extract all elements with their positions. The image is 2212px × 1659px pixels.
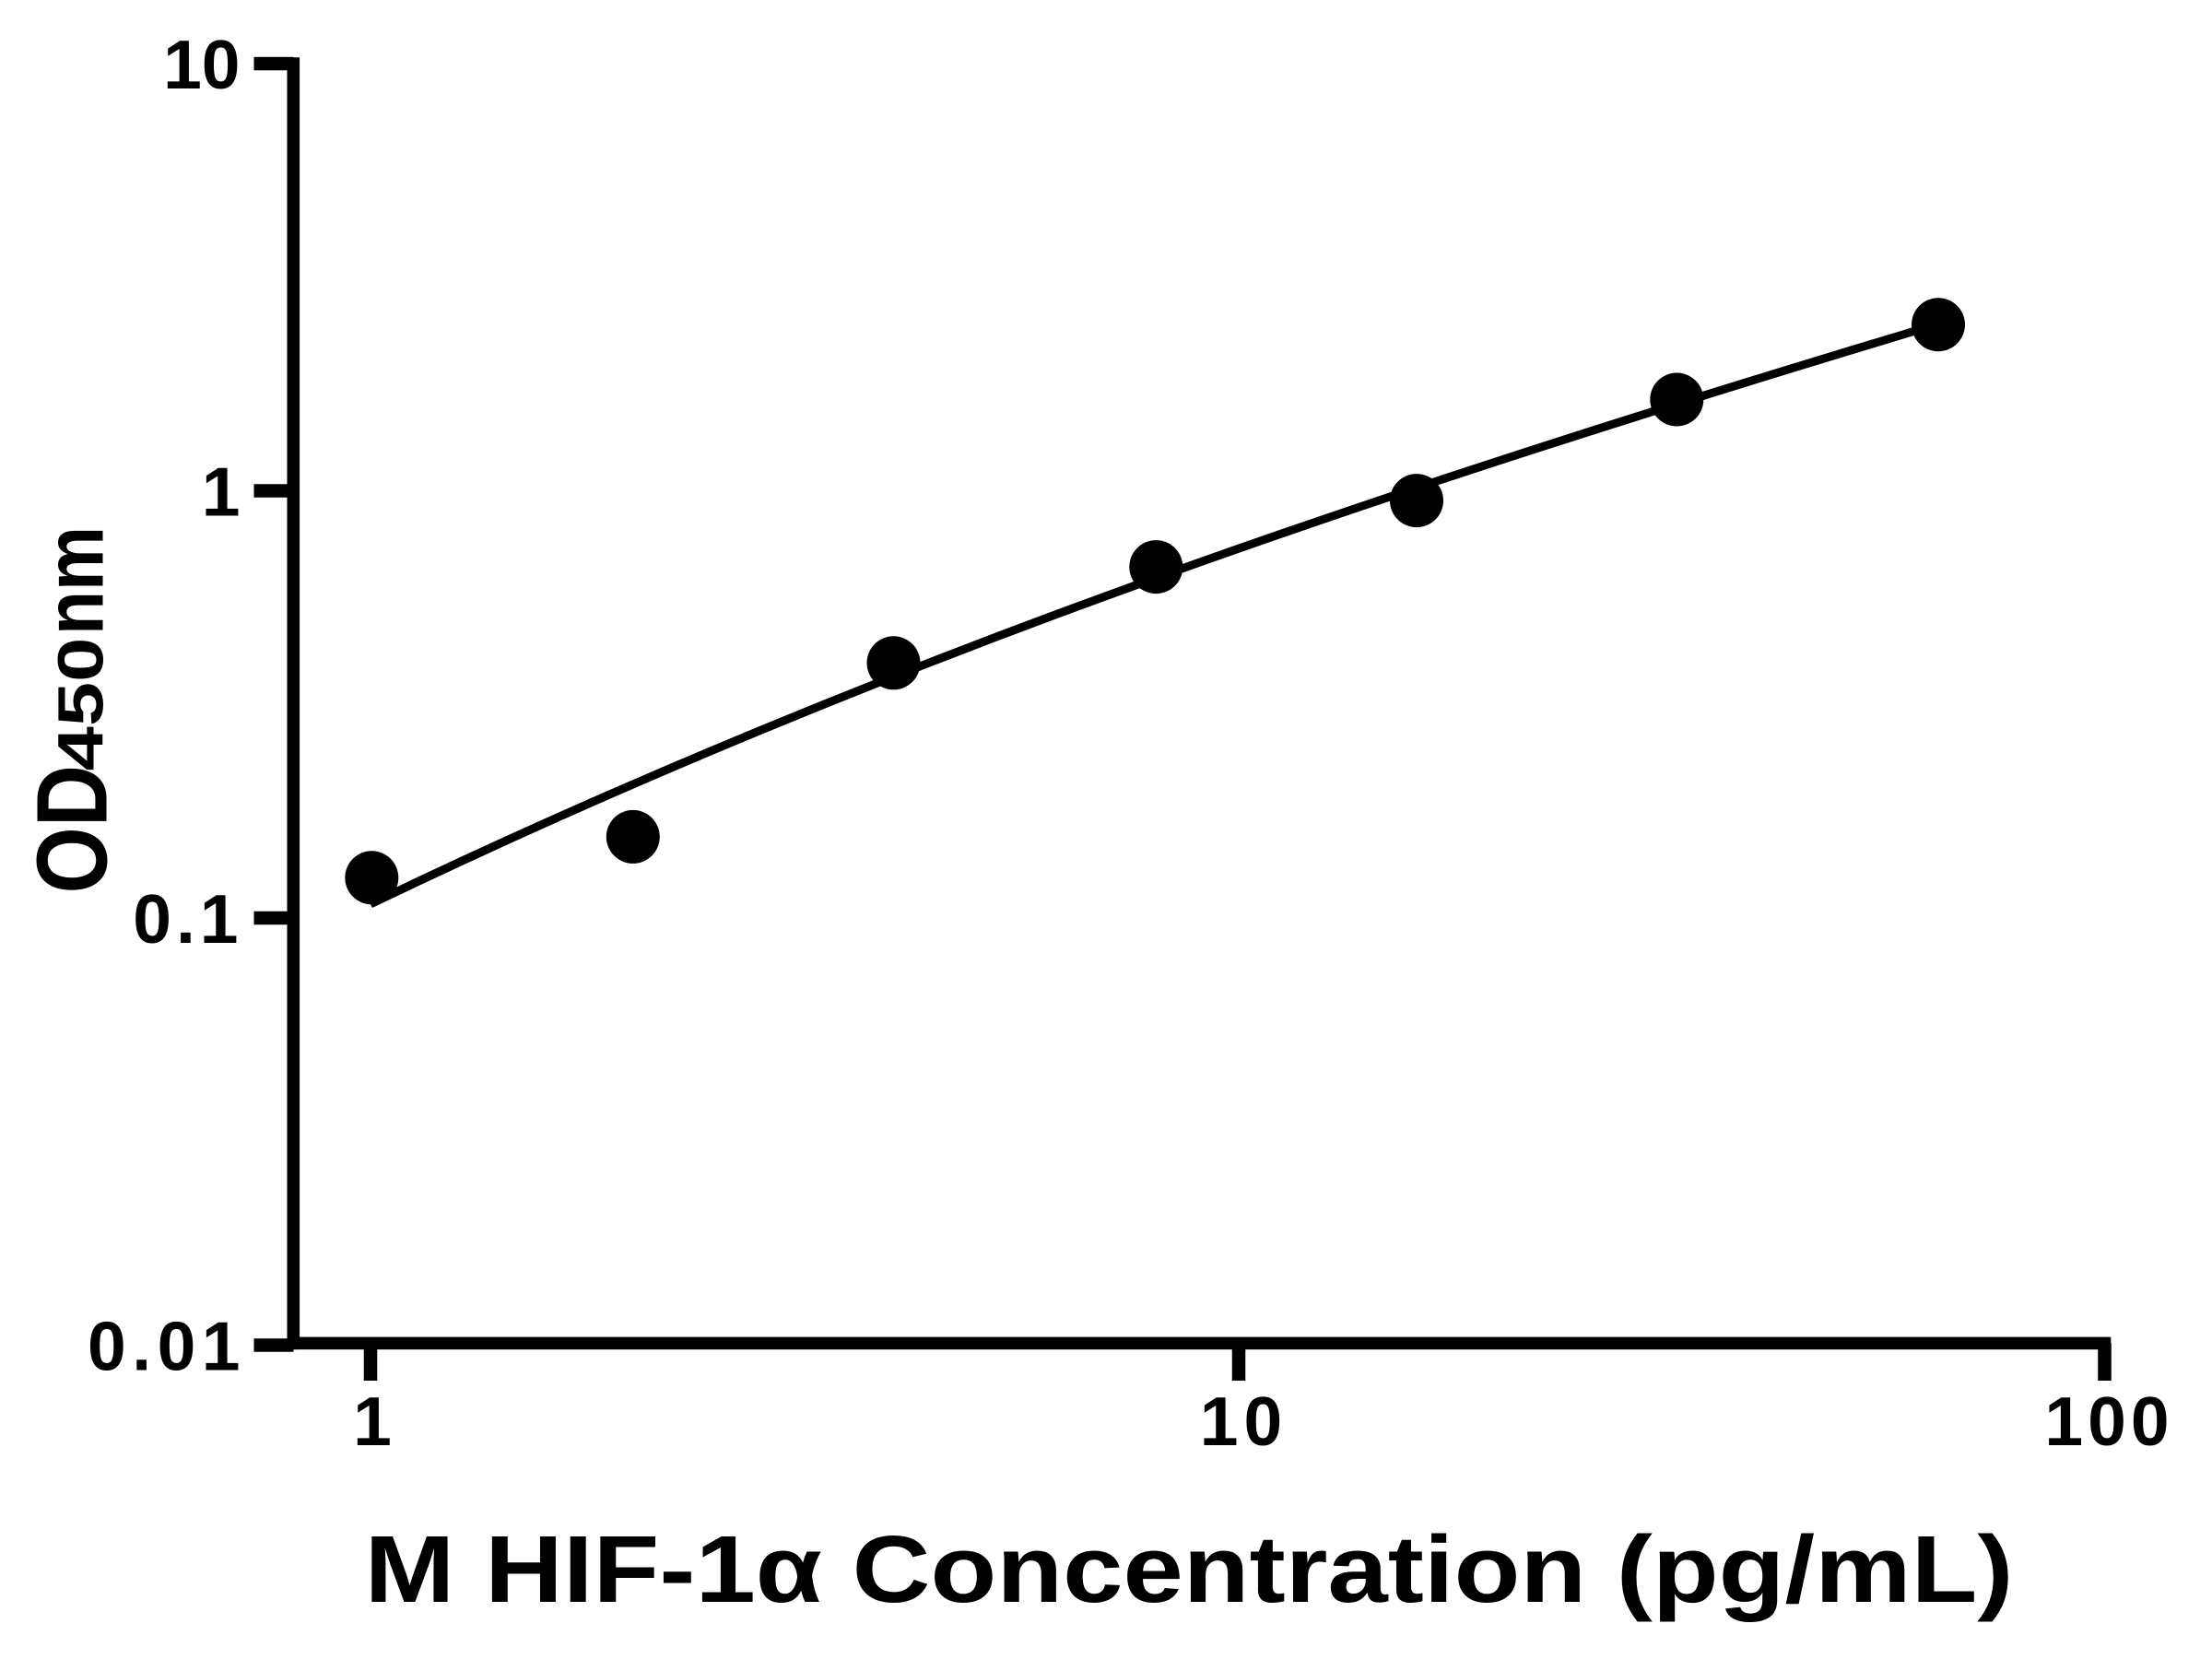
svg-text:10: 10 [1200, 1382, 1288, 1460]
svg-text:100: 100 [2044, 1382, 2173, 1460]
svg-text:1: 1 [202, 453, 241, 530]
svg-text:M HIF-1α Concentration (pg/mL): M HIF-1α Concentration (pg/mL) [365, 1516, 2014, 1622]
svg-text:450: 450 [45, 638, 117, 771]
svg-text:10: 10 [163, 26, 240, 103]
svg-text:OD: OD [17, 765, 129, 894]
svg-text:0.1: 0.1 [133, 880, 242, 958]
svg-text:nm: nm [29, 526, 122, 635]
svg-text:1: 1 [353, 1382, 392, 1460]
svg-text:0.01: 0.01 [88, 1307, 246, 1384]
